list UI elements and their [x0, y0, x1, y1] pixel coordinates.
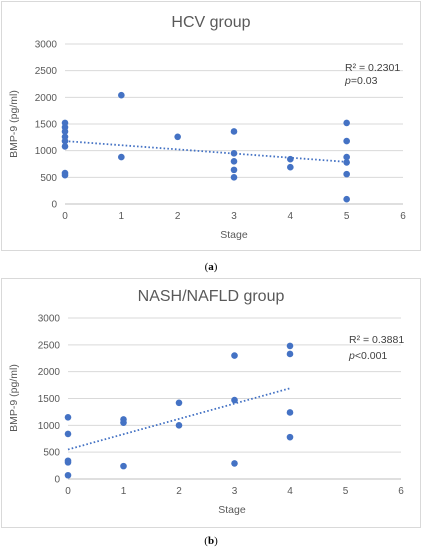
- data-point: [118, 91, 125, 99]
- trendline: [67, 387, 291, 451]
- caption-close: ): [214, 535, 218, 547]
- chart-panel-a: HCV group 0 500 1000 1500 2000 2500 3000 0 1 2 3 4 5…: [1, 1, 421, 251]
- data-point: [118, 153, 125, 161]
- y-tick-label: 500: [40, 173, 57, 184]
- data-point: [64, 471, 72, 479]
- x-axis-title: Stage: [220, 229, 248, 241]
- x-tick-label: 3: [231, 211, 237, 222]
- x-tick-label: 6: [400, 211, 406, 222]
- data-point: [120, 462, 127, 470]
- p-value: <0.001: [355, 350, 388, 362]
- trendline-path: [64, 140, 347, 163]
- trendline-path: [67, 387, 291, 451]
- y-tick-label: 3000: [35, 40, 58, 51]
- data-point: [343, 119, 350, 127]
- data-point: [286, 433, 294, 441]
- data-point: [175, 399, 183, 407]
- chart-title: NASH/NAFLD group: [138, 288, 285, 305]
- data-point: [343, 153, 350, 161]
- y-tick-label: 2000: [38, 367, 61, 378]
- data-points: [61, 91, 350, 203]
- y-tick-label: 1000: [35, 146, 58, 157]
- chart-frame: [1, 1, 421, 251]
- p-value-label: p<0.001: [348, 350, 387, 362]
- data-point: [64, 430, 72, 438]
- x-tick-label: 6: [398, 486, 404, 497]
- data-point: [231, 352, 238, 359]
- trendline: [64, 140, 347, 163]
- caption-open: (: [204, 535, 208, 547]
- y-tick-label: 2000: [35, 93, 58, 104]
- data-point: [61, 171, 69, 179]
- caption-letter: b: [208, 535, 214, 547]
- y-tick-label: 2500: [35, 66, 58, 77]
- data-point: [230, 158, 238, 165]
- data-point: [287, 163, 294, 171]
- y-tick-label: 1000: [38, 421, 61, 432]
- p-value-label: p=0.03: [344, 75, 378, 87]
- axes: 0 500 1000 1500 2000 2500 3000 0 1 2 3 4 5 6: [38, 314, 404, 498]
- p-symbol: p: [348, 350, 355, 362]
- caption-close: ): [214, 261, 218, 273]
- data-point: [230, 174, 238, 181]
- x-tick-label: 1: [119, 211, 125, 222]
- panel-caption-a: (a): [205, 261, 218, 273]
- x-tick-label: 2: [176, 486, 182, 497]
- data-point: [286, 350, 294, 358]
- data-point: [120, 419, 127, 426]
- data-point: [343, 195, 350, 203]
- r-squared-label: R² = 0.3881: [349, 334, 404, 346]
- data-point: [231, 396, 238, 404]
- chart-frame: [1, 278, 421, 528]
- y-tick-label: 500: [43, 448, 60, 459]
- data-point: [343, 159, 350, 166]
- chart-title: HCV group: [171, 14, 250, 31]
- r-squared-label: R² = 0.2301: [345, 62, 400, 74]
- x-tick-label: 5: [343, 486, 349, 497]
- data-point: [230, 150, 238, 157]
- data-point: [230, 166, 238, 174]
- chart-panel-b: NASH/NAFLD group 05001000150020002500300…: [1, 278, 421, 528]
- data-points: [64, 342, 294, 479]
- caption-letter: a: [208, 261, 214, 273]
- caption-open: (: [205, 261, 209, 273]
- data-point: [61, 137, 69, 145]
- data-point: [61, 128, 69, 135]
- y-tick-label: 1500: [35, 120, 58, 131]
- data-point: [287, 155, 294, 163]
- x-tick-label: 5: [344, 211, 350, 222]
- y-tick-label: 3000: [38, 314, 61, 325]
- y-axis-title: BMP-9 (pg/ml): [8, 364, 20, 432]
- data-point: [286, 342, 294, 350]
- x-axis-title: Stage: [218, 504, 246, 516]
- data-point: [343, 170, 350, 178]
- y-axis-title: BMP-9 (pg/ml): [8, 90, 20, 158]
- data-point: [231, 460, 238, 467]
- y-tick-label: 2500: [38, 340, 61, 351]
- panel-caption-b: (b): [204, 535, 218, 547]
- y-tick-label: 0: [54, 475, 60, 486]
- x-tick-label: 2: [175, 211, 181, 222]
- x-tick-label: 4: [288, 211, 294, 222]
- x-tick-label: 1: [121, 486, 127, 497]
- data-point: [61, 143, 69, 150]
- p-value: =0.03: [351, 75, 378, 87]
- axes: 0 500 1000 1500 2000 2500 3000 0 1 2 3 4 5 6: [35, 40, 406, 223]
- data-point: [230, 128, 238, 135]
- data-point: [286, 409, 294, 416]
- data-point: [64, 459, 72, 466]
- y-tick-label: 0: [51, 200, 57, 211]
- data-point: [64, 413, 72, 421]
- y-tick-label: 1500: [38, 394, 61, 405]
- x-tick-label: 0: [65, 486, 71, 497]
- data-point: [175, 422, 183, 429]
- data-point: [343, 137, 350, 145]
- data-point: [174, 133, 181, 141]
- x-tick-label: 0: [62, 211, 68, 222]
- p-symbol: p: [344, 75, 351, 87]
- x-tick-label: 4: [287, 486, 293, 497]
- x-tick-label: 3: [232, 486, 238, 497]
